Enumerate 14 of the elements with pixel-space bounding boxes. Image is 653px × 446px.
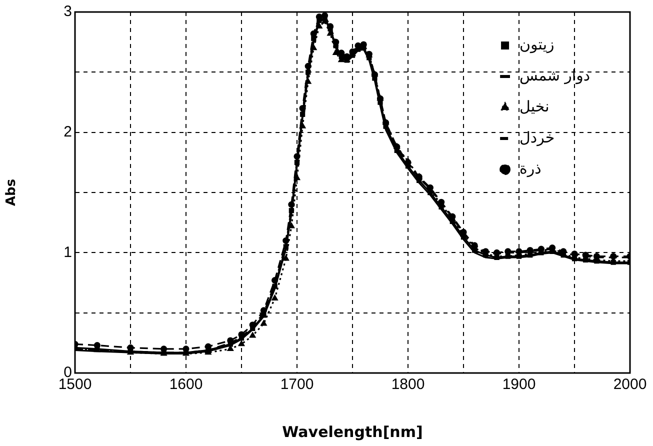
legend-label: خردل (520, 128, 555, 146)
y-tick-label: 1 (64, 244, 72, 261)
y-tick-label: 2 (64, 123, 72, 140)
legend-label: نخيل (520, 97, 550, 116)
x-tick-label: 1600 (169, 376, 203, 394)
x-tick-label: 2000 (613, 376, 647, 394)
x-tick-label: 1700 (280, 376, 314, 394)
legend-label: زيتون (520, 35, 554, 54)
x-tick-label: 1900 (502, 376, 536, 394)
y-axis-title: Abs (4, 178, 20, 206)
legend-label: ذرة (520, 159, 542, 178)
y-tick-label: 3 (64, 3, 72, 20)
x-axis-title: Wavelength[nm] (282, 422, 423, 441)
x-tick-label: 1800 (391, 376, 425, 394)
